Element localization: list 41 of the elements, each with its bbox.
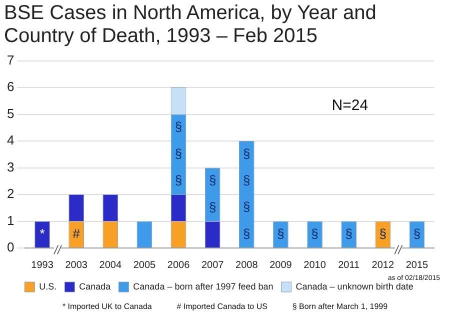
text: # Imported Canada to US bbox=[176, 302, 268, 311]
data-label: § bbox=[345, 226, 352, 241]
y-tick-label: 4 bbox=[6, 132, 14, 148]
x-tick-label: 2011 bbox=[338, 260, 360, 271]
data-label: § bbox=[379, 226, 387, 241]
legend-label: Canada bbox=[79, 281, 111, 292]
data-label: * bbox=[40, 226, 45, 241]
x-tick-label: 2009 bbox=[270, 260, 292, 271]
y-tick-label: 3 bbox=[6, 159, 14, 174]
text: * Imported UK to Canada bbox=[62, 302, 152, 311]
data-label: § bbox=[311, 226, 318, 241]
data-label: # bbox=[72, 226, 81, 241]
x-tick-label: 2007 bbox=[201, 260, 224, 271]
x-tick-label: 2015 bbox=[406, 260, 429, 271]
data-label: § § § § bbox=[243, 146, 250, 241]
legend-label: Canada – born after 1997 feed ban bbox=[133, 281, 274, 292]
y-tick-label: 2 bbox=[6, 186, 14, 202]
y-tick-label: 5 bbox=[6, 106, 14, 121]
annotation: N=24 bbox=[332, 97, 368, 114]
x-tick-label: 2010 bbox=[304, 260, 326, 271]
x-tick-label: 2006 bbox=[167, 260, 190, 271]
data-label: § § § bbox=[174, 119, 182, 188]
x-tick-label: 1993 bbox=[31, 260, 54, 271]
annotation: // bbox=[394, 243, 402, 257]
y-tick-label: 7 bbox=[6, 52, 14, 68]
data-label: § bbox=[413, 226, 421, 241]
data-label: § bbox=[277, 226, 284, 241]
y-tick-label: 6 bbox=[6, 79, 14, 94]
chart-title: BSE Cases in North America, by Year and Country of Death, 1993 – Feb 2015 bbox=[4, 2, 378, 48]
text: § Born after March 1, 1999 bbox=[292, 302, 388, 311]
x-tick-label: 2008 bbox=[236, 260, 258, 271]
legend-label: Canada – unknown birth date bbox=[296, 281, 414, 292]
x-tick-label: 2005 bbox=[133, 260, 156, 271]
x-tick-label: 2003 bbox=[65, 260, 88, 271]
x-tick-label: 2012 bbox=[372, 260, 394, 271]
legend-label: U.S. bbox=[39, 281, 57, 292]
data-label: § § bbox=[208, 172, 216, 214]
y-tick-label: 1 bbox=[6, 212, 14, 228]
annotation: // bbox=[54, 243, 61, 257]
x-tick-label: 2004 bbox=[99, 260, 122, 271]
y-tick-label: 0 bbox=[6, 240, 14, 255]
